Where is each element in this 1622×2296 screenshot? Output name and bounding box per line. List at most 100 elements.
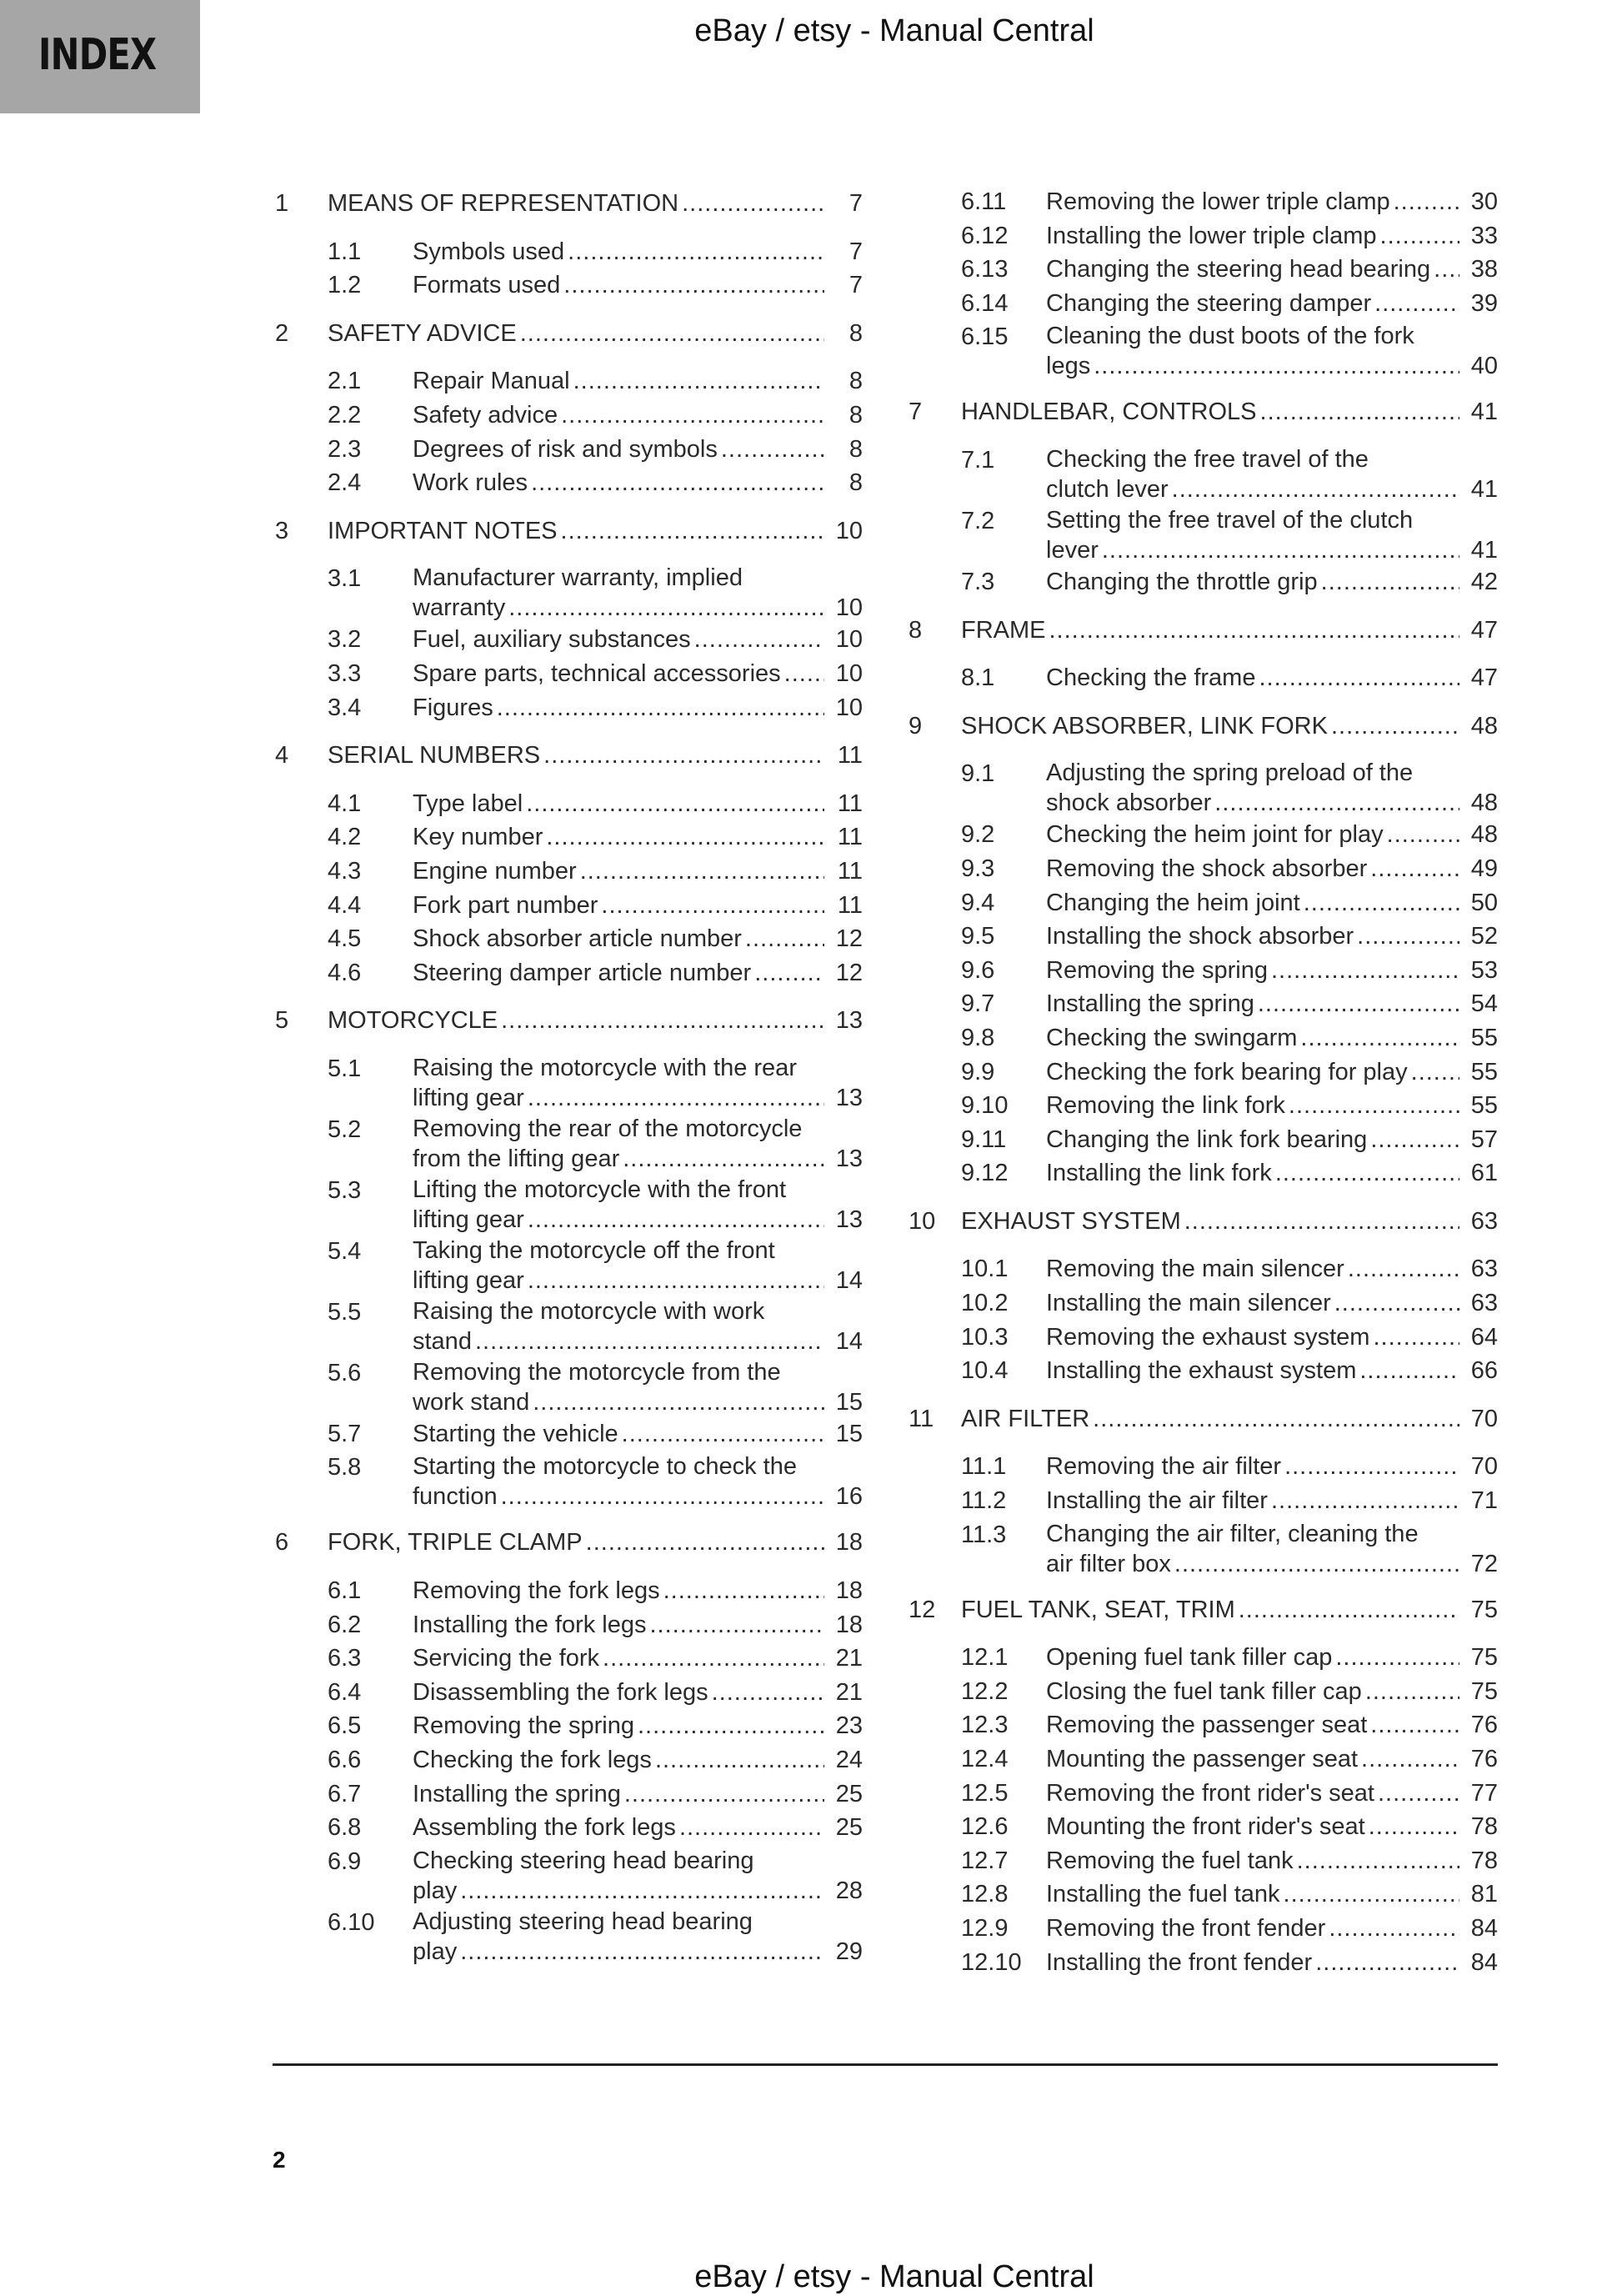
entry-title-text: Work rules [413,469,528,497]
toc-entry-sub[interactable]: 5.1 Raising the motorcycle with the rear l… [275,1052,863,1113]
toc-entry-sub[interactable]: 9.9 Checking the fork bearing for play 55 [909,1055,1498,1090]
toc-entry-sub[interactable]: 9.5 Installing the shock absorber 52 [909,920,1498,954]
entry-title: IMPORTANT NOTES 10 [328,514,863,549]
toc-entry-sub[interactable]: 6.12 Installing the lower triple clamp 33 [909,219,1498,253]
toc-entry-sub[interactable]: 12.9 Removing the front fender 84 [909,1912,1498,1946]
toc-entry-sub[interactable]: 11.1 Removing the air filter 70 [909,1450,1498,1484]
toc-entry-sub[interactable]: 10.4 Installing the exhaust system 66 [909,1354,1498,1388]
toc-entry-sub[interactable]: 6.3 Servicing the fork 21 [275,1642,863,1676]
entry-number: 10.4 [961,1357,1009,1385]
toc-entry-chapter[interactable]: 12 FUEL TANK, SEAT, TRIM 75 [909,1593,1498,1627]
toc-entry-sub[interactable]: 6.2 Installing the fork legs 18 [275,1608,863,1642]
toc-entry-sub[interactable]: 12.1 Opening fuel tank filler cap 75 [909,1641,1498,1675]
toc-entry-sub[interactable]: 6.7 Installing the spring 25 [275,1777,863,1812]
toc-entry-sub[interactable]: 12.7 Removing the fuel tank 78 [909,1844,1498,1878]
toc-entry-sub[interactable]: 9.10 Removing the link fork 55 [909,1089,1498,1123]
toc-entry-sub[interactable]: 3.1 Manufacturer warranty, implied warrant… [275,562,863,623]
toc-entry-sub[interactable]: 4.6 Steering damper article number 12 [275,956,863,990]
toc-entry-sub[interactable]: 1.2 Formats used 7 [275,268,863,303]
toc-entry-sub[interactable]: 9.2 Checking the heim joint for play 48 [909,818,1498,852]
toc-entry-sub[interactable]: 10.2 Installing the main silencer 63 [909,1286,1498,1321]
toc-entry-chapter[interactable]: 5 MOTORCYCLE 13 [275,1004,863,1038]
toc-entry-sub[interactable]: 9.4 Changing the heim joint 50 [909,886,1498,920]
toc-entry-sub[interactable]: 9.6 Removing the spring 53 [909,954,1498,988]
dot-leader [1304,886,1459,920]
toc-entry-sub[interactable]: 6.9 Checking steering head bearing play 28 [275,1845,863,1906]
toc-entry-sub[interactable]: 4.3 Engine number 11 [275,855,863,889]
toc-entry-sub[interactable]: 11.2 Installing the air filter 71 [909,1484,1498,1518]
toc-entry-sub[interactable]: 12.8 Installing the fuel tank 81 [909,1877,1498,1912]
toc-entry-sub[interactable]: 12.2 Closing the fuel tank filler cap 75 [909,1675,1498,1709]
dot-leader [1378,1777,1459,1811]
toc-entry-chapter[interactable]: 2 SAFETY ADVICE 8 [275,317,863,351]
toc-entry-sub[interactable]: 3.4 Figures 10 [275,691,863,725]
toc-entry-chapter[interactable]: 11 AIR FILTER 70 [909,1402,1498,1436]
toc-entry-sub[interactable]: 5.6 Removing the motorcycle from the work … [275,1356,863,1417]
toc-entry-sub[interactable]: 6.11 Removing the lower triple clamp 30 [909,185,1498,219]
toc-entry-sub[interactable]: 12.6 Mounting the front rider's seat 78 [909,1810,1498,1844]
toc-entry-sub[interactable]: 5.8 Starting the motorcycle to check the f… [275,1451,863,1511]
toc-entry-sub[interactable]: 9.12 Installing the link fork 61 [909,1156,1498,1191]
toc-entry-sub[interactable]: 6.14 Changing the steering damper 39 [909,287,1498,321]
toc-entry-sub[interactable]: 9.3 Removing the shock absorber 49 [909,852,1498,886]
toc-entry-sub[interactable]: 10.3 Removing the exhaust system 64 [909,1321,1498,1355]
toc-entry-sub[interactable]: 1.1 Symbols used 7 [275,235,863,269]
toc-entry-sub[interactable]: 7.2 Setting the free travel of the clutch… [909,504,1498,565]
toc-entry-sub[interactable]: 2.4 Work rules 8 [275,466,863,500]
toc-entry-chapter[interactable]: 9 SHOCK ABSORBER, LINK FORK 48 [909,709,1498,744]
entry-page-number: 81 [1470,1881,1498,1908]
toc-entry-sub[interactable]: 2.2 Safety advice 8 [275,399,863,433]
toc-entry-sub[interactable]: 4.1 Type label 11 [275,787,863,821]
toc-entry-sub[interactable]: 5.2 Removing the rear of the motorcycle fr… [275,1113,863,1174]
entry-title-line-last: Checking the fork bearing for play 55 [1046,1055,1498,1090]
toc-entry-sub[interactable]: 9.7 Installing the spring 54 [909,987,1498,1021]
toc-entry-chapter[interactable]: 7 HANDLEBAR, CONTROLS 41 [909,395,1498,429]
entry-number: 4.4 [328,891,362,919]
toc-entry-sub[interactable]: 6.10 Adjusting steering head bearing play 2… [275,1906,863,1967]
entry-title: Changing the steering head bearing 38 [1046,253,1498,287]
toc-entry-chapter[interactable]: 10 EXHAUST SYSTEM 63 [909,1205,1498,1239]
toc-entry-sub[interactable]: 12.10 Installing the front fender 84 [909,1946,1498,1980]
toc-entry-sub[interactable]: 6.4 Disassembling the fork legs 21 [275,1676,863,1710]
toc-entry-chapter[interactable]: 4 SERIAL NUMBERS 11 [275,739,863,773]
toc-entry-chapter[interactable]: 8 FRAME 47 [909,614,1498,648]
toc-entry-sub[interactable]: 6.5 Removing the spring 23 [275,1709,863,1743]
toc-entry-sub[interactable]: 3.3 Spare parts, technical accessories 10 [275,657,863,691]
toc-entry-sub[interactable]: 12.4 Mounting the passenger seat 76 [909,1742,1498,1777]
toc-entry-sub[interactable]: 6.1 Removing the fork legs 18 [275,1574,863,1608]
toc-entry-sub[interactable]: 6.15 Cleaning the dust boots of the fork l… [909,320,1498,381]
toc-entry-sub[interactable]: 9.1 Adjusting the spring preload of the sh… [909,757,1498,818]
toc-entry-sub[interactable]: 7.1 Checking the free travel of the clutch… [909,444,1498,504]
toc-entry-sub[interactable]: 9.11 Changing the link fork bearing 57 [909,1123,1498,1157]
toc-entry-sub[interactable]: 6.13 Changing the steering head bearing 38 [909,253,1498,287]
toc-entry-sub[interactable]: 8.1 Checking the frame 47 [909,661,1498,695]
toc-entry-sub[interactable]: 6.8 Assembling the fork legs 25 [275,1811,863,1845]
toc-entry-sub[interactable]: 10.1 Removing the main silencer 63 [909,1252,1498,1286]
entry-page-number: 10 [835,594,863,622]
entry-title: Removing the rear of the motorcycle from … [413,1113,863,1174]
entry-title: Safety advice 8 [413,399,863,433]
toc-entry-chapter[interactable]: 6 FORK, TRIPLE CLAMP 18 [275,1526,863,1560]
toc-entry-chapter[interactable]: 1 MEANS OF REPRESENTATION 7 [275,187,863,221]
toc-entry-sub[interactable]: 5.5 Raising the motorcycle with work stand… [275,1296,863,1356]
toc-entry-sub[interactable]: 5.4 Taking the motorcycle off the front li… [275,1235,863,1296]
entry-page-number: 10 [835,694,863,721]
toc-entry-sub[interactable]: 3.2 Fuel, auxiliary substances 10 [275,623,863,657]
toc-entry-sub[interactable]: 4.5 Shock absorber article number 12 [275,922,863,956]
entry-number: 7.1 [961,446,995,474]
toc-entry-sub[interactable]: 5.7 Starting the vehicle 15 [275,1417,863,1451]
toc-entry-sub[interactable]: 4.2 Key number 11 [275,820,863,855]
toc-entry-chapter[interactable]: 3 IMPORTANT NOTES 10 [275,514,863,549]
toc-entry-sub[interactable]: 7.3 Changing the throttle grip 42 [909,565,1498,599]
toc-entry-sub[interactable]: 6.6 Checking the fork legs 24 [275,1743,863,1777]
dot-leader [528,1206,824,1235]
toc-entry-sub[interactable]: 11.3 Changing the air filter, cleaning th… [909,1518,1498,1579]
toc-entry-sub[interactable]: 5.3 Lifting the motorcycle with the front… [275,1174,863,1235]
dot-leader [624,1777,824,1812]
toc-entry-sub[interactable]: 9.8 Checking the swingarm 55 [909,1021,1498,1055]
toc-entry-sub[interactable]: 4.4 Fork part number 11 [275,889,863,923]
toc-entry-sub[interactable]: 2.3 Degrees of risk and symbols 8 [275,433,863,467]
toc-entry-sub[interactable]: 12.3 Removing the passenger seat 76 [909,1708,1498,1742]
toc-entry-sub[interactable]: 2.1 Repair Manual 8 [275,364,863,399]
toc-entry-sub[interactable]: 12.5 Removing the front rider's seat 77 [909,1777,1498,1811]
